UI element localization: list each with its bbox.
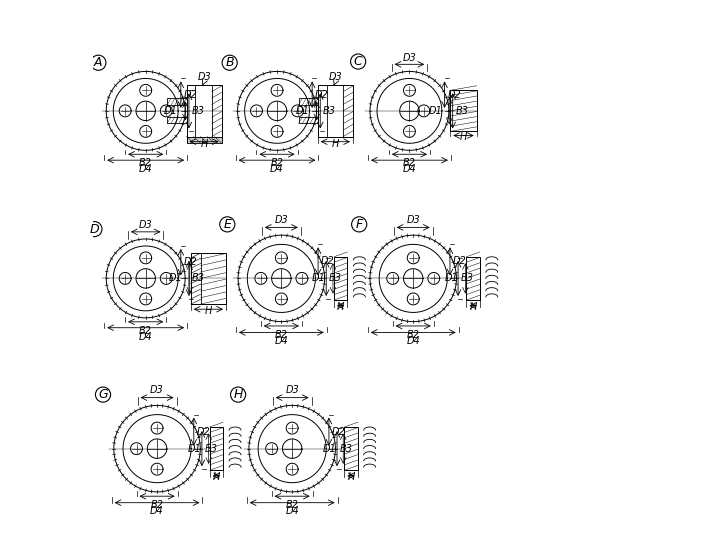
Text: B2: B2 xyxy=(286,500,299,510)
Text: E: E xyxy=(223,218,231,231)
Text: B3: B3 xyxy=(455,106,468,116)
Text: D4: D4 xyxy=(150,507,164,517)
Text: D4: D4 xyxy=(406,336,420,346)
Text: B3: B3 xyxy=(192,106,204,116)
Text: B2: B2 xyxy=(406,330,419,340)
Text: H: H xyxy=(213,472,220,482)
Text: D2: D2 xyxy=(183,257,197,267)
Bar xyxy=(187,85,222,136)
Bar xyxy=(299,117,318,123)
Text: B2: B2 xyxy=(275,330,288,340)
Text: D4: D4 xyxy=(139,164,153,174)
Text: B2: B2 xyxy=(139,158,152,168)
Text: B: B xyxy=(225,56,234,69)
Text: D2: D2 xyxy=(332,426,345,437)
Text: D3: D3 xyxy=(285,385,299,395)
Bar xyxy=(190,253,226,304)
Text: B3: B3 xyxy=(192,274,204,283)
Text: D3: D3 xyxy=(329,72,343,82)
Text: D2: D2 xyxy=(453,257,467,266)
Text: D: D xyxy=(89,223,99,235)
Text: A: A xyxy=(94,56,103,69)
Text: H: H xyxy=(332,139,339,149)
Bar xyxy=(467,257,480,300)
Text: D1: D1 xyxy=(188,444,201,454)
Text: D4: D4 xyxy=(270,164,284,174)
Text: D3: D3 xyxy=(198,72,212,82)
Text: D2: D2 xyxy=(321,257,334,266)
Text: D3: D3 xyxy=(275,215,288,225)
Bar xyxy=(167,98,187,105)
Text: D2: D2 xyxy=(196,426,210,437)
Text: B3: B3 xyxy=(461,274,474,283)
Text: D1: D1 xyxy=(428,106,442,116)
Text: B2: B2 xyxy=(150,500,164,510)
Text: H: H xyxy=(337,302,345,312)
Text: B3: B3 xyxy=(204,444,217,454)
Bar xyxy=(210,427,223,470)
Text: D4: D4 xyxy=(403,164,417,174)
Text: D4: D4 xyxy=(139,331,153,341)
Text: B3: B3 xyxy=(329,274,342,283)
Text: H: H xyxy=(470,302,477,312)
Text: H: H xyxy=(233,388,243,401)
Text: D3: D3 xyxy=(150,385,164,395)
Text: D2: D2 xyxy=(183,90,197,100)
Text: G: G xyxy=(98,388,108,401)
Text: D2: D2 xyxy=(447,90,461,100)
Text: D1: D1 xyxy=(169,274,182,283)
Text: H: H xyxy=(348,472,355,482)
Text: D1: D1 xyxy=(164,106,178,116)
Text: H: H xyxy=(201,139,208,149)
Bar xyxy=(187,136,222,143)
Text: D2: D2 xyxy=(315,90,329,100)
Bar xyxy=(167,117,187,123)
Text: B2: B2 xyxy=(139,325,152,336)
Text: D4: D4 xyxy=(285,507,299,517)
Text: H: H xyxy=(205,306,212,316)
Text: D3: D3 xyxy=(403,53,417,63)
Text: D4: D4 xyxy=(275,336,288,346)
Text: F: F xyxy=(356,218,363,231)
Text: D3: D3 xyxy=(139,220,153,230)
Text: D3: D3 xyxy=(406,215,420,225)
Text: H: H xyxy=(459,132,467,141)
Text: B2: B2 xyxy=(270,158,284,168)
Bar xyxy=(450,90,477,132)
Bar xyxy=(345,427,358,470)
Bar xyxy=(299,98,318,105)
Text: D1: D1 xyxy=(323,444,336,454)
Text: C: C xyxy=(354,55,363,68)
Text: D1: D1 xyxy=(445,274,458,283)
Bar xyxy=(334,257,348,300)
Text: B2: B2 xyxy=(403,158,416,168)
Bar xyxy=(318,85,353,136)
Text: B3: B3 xyxy=(340,444,353,454)
Text: B3: B3 xyxy=(323,106,336,116)
Text: D1: D1 xyxy=(312,274,326,283)
Text: D1: D1 xyxy=(295,106,309,116)
